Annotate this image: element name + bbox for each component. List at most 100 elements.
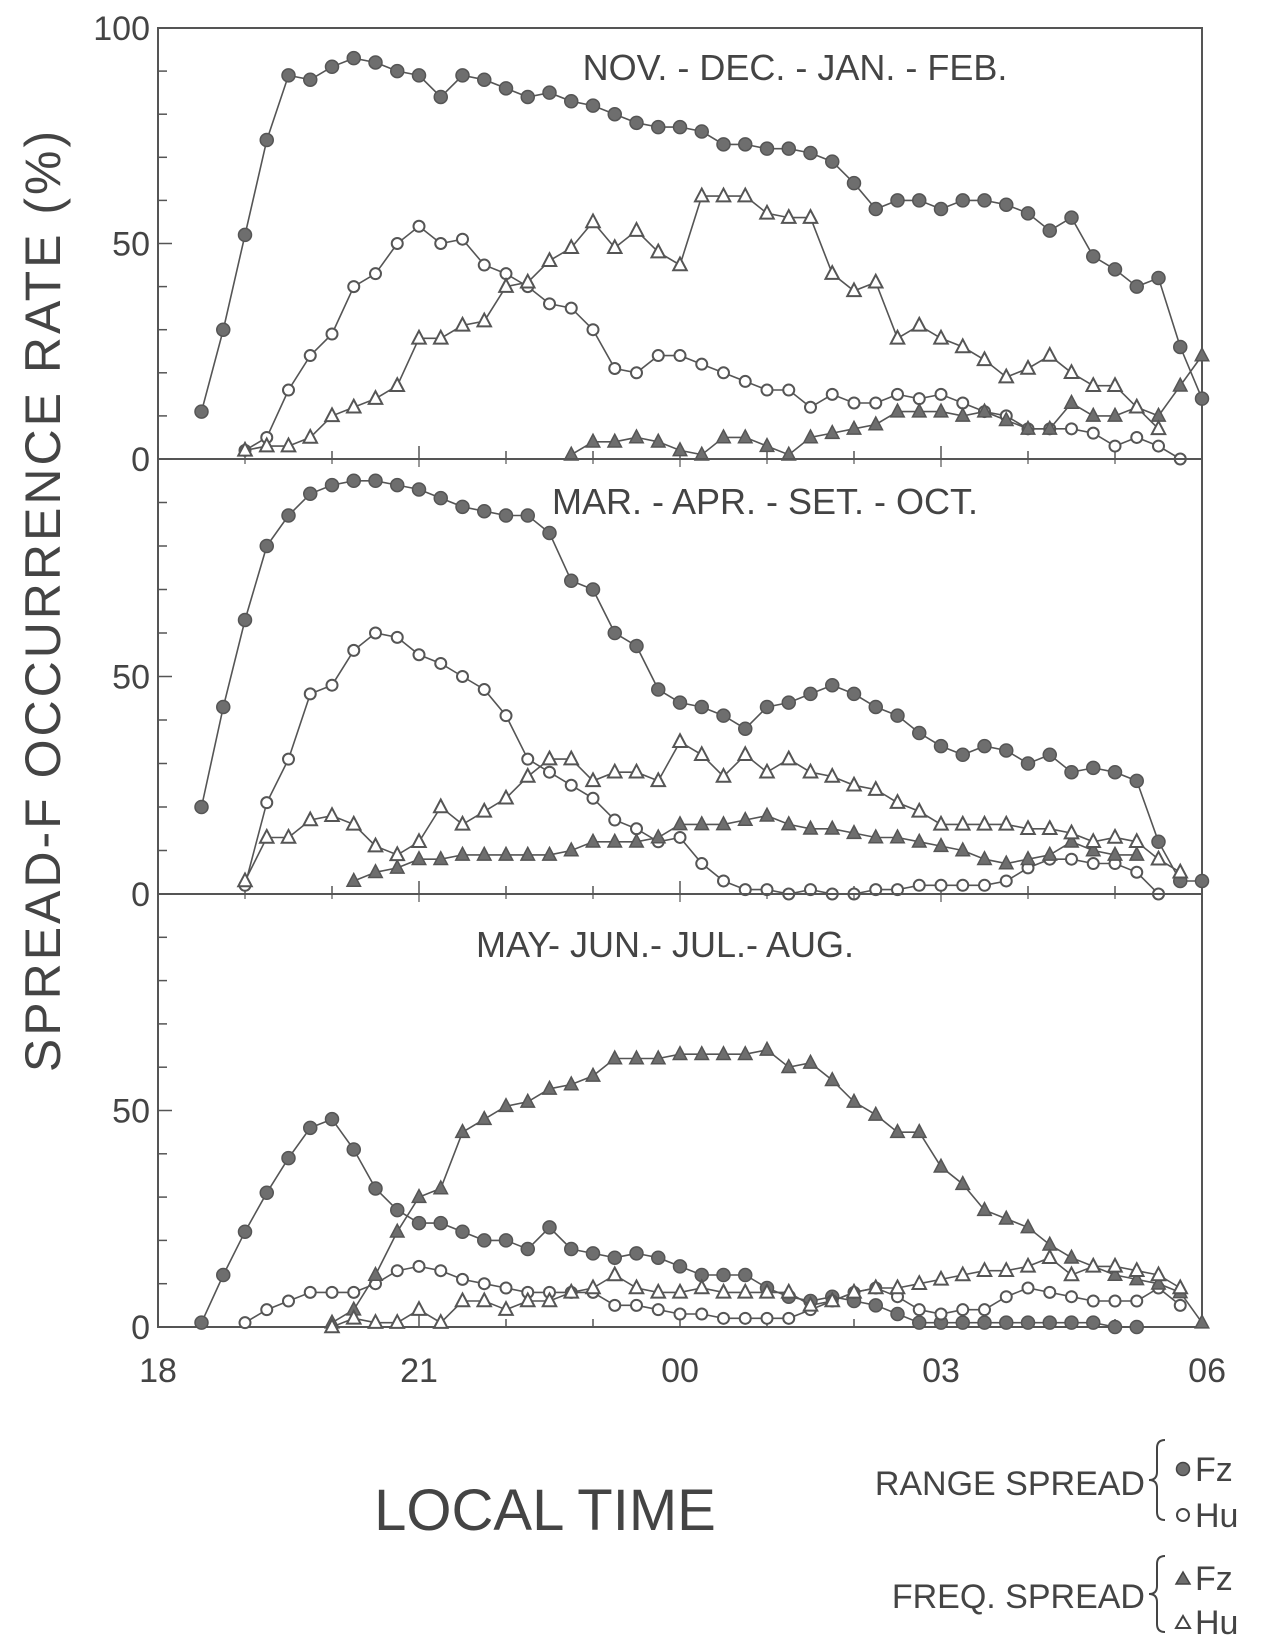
data-point xyxy=(564,778,578,792)
data-point xyxy=(954,841,971,857)
data-point xyxy=(1084,376,1102,392)
data-point xyxy=(802,819,819,835)
data-point xyxy=(303,687,317,701)
data-point xyxy=(434,656,448,670)
data-point xyxy=(456,670,469,683)
data-point xyxy=(1063,363,1080,380)
data-point xyxy=(736,186,754,203)
data-point xyxy=(1020,1218,1036,1234)
data-point xyxy=(1084,1256,1102,1273)
data-point xyxy=(432,1313,450,1329)
data-point xyxy=(1065,852,1078,866)
data-point xyxy=(628,832,645,848)
panel-title: NOV. - DEC. - JAN. - FEB. xyxy=(583,47,1008,88)
series-range-spread-fz xyxy=(194,1111,1144,1335)
data-point xyxy=(367,1265,384,1282)
data-point xyxy=(1128,1261,1146,1277)
data-point xyxy=(389,858,406,874)
data-point xyxy=(585,832,601,848)
data-point xyxy=(432,850,449,866)
y-tick-label: 0 xyxy=(131,876,150,914)
data-point xyxy=(736,1282,754,1299)
data-point xyxy=(890,1306,905,1322)
data-point xyxy=(649,771,667,788)
data-point xyxy=(889,1123,906,1139)
data-point xyxy=(388,845,406,862)
data-point xyxy=(323,806,341,822)
data-point xyxy=(456,1272,469,1286)
data-point xyxy=(823,264,841,280)
data-point xyxy=(367,1313,384,1329)
data-point xyxy=(606,238,624,255)
data-point xyxy=(303,1120,318,1136)
data-point xyxy=(237,1224,253,1239)
data-point xyxy=(845,775,863,792)
data-point xyxy=(759,699,775,715)
data-point xyxy=(584,212,602,229)
data-point xyxy=(1086,426,1100,440)
data-point xyxy=(520,89,535,105)
data-point xyxy=(1106,1256,1124,1273)
data-point xyxy=(1150,849,1167,866)
data-point xyxy=(1130,1294,1144,1308)
data-point xyxy=(410,832,428,849)
data-point xyxy=(282,752,295,766)
data-point xyxy=(520,1241,535,1257)
series-range-spread-fz xyxy=(194,50,1210,419)
data-point xyxy=(542,525,557,541)
data-point xyxy=(390,63,405,79)
data-point xyxy=(323,1317,341,1334)
plot-area: 100 50 0 NOV. - DEC. - JAN. - FEB. 50 0 MAR. -… xyxy=(93,10,1226,1390)
data-point xyxy=(432,328,450,345)
data-point xyxy=(260,1303,274,1317)
data-point xyxy=(650,1049,667,1065)
data-point xyxy=(584,771,602,788)
data-point xyxy=(695,1307,709,1321)
data-point xyxy=(345,871,362,887)
data-point xyxy=(997,814,1015,831)
data-point xyxy=(390,1264,404,1278)
series-line xyxy=(331,1256,1181,1328)
x-tick-label: 03 xyxy=(922,1352,960,1390)
data-point xyxy=(933,837,949,853)
data-point xyxy=(671,1282,689,1299)
data-point xyxy=(606,432,623,448)
data-point xyxy=(1108,439,1122,453)
data-point xyxy=(716,137,731,152)
data-point xyxy=(781,695,796,710)
data-point xyxy=(346,1142,361,1157)
data-point xyxy=(1173,339,1188,355)
y-tick-label: 0 xyxy=(131,1309,150,1347)
data-point xyxy=(216,699,231,715)
data-point xyxy=(608,361,622,375)
data-point xyxy=(738,883,752,897)
legend-freq-spread-label: FREQ. SPREAD xyxy=(892,1578,1145,1616)
data-point xyxy=(715,766,732,783)
data-point xyxy=(477,1277,491,1291)
data-point xyxy=(867,272,885,289)
data-point xyxy=(910,315,928,332)
data-point xyxy=(280,827,297,844)
data-point xyxy=(1084,832,1102,849)
data-point xyxy=(1194,1313,1210,1329)
data-point xyxy=(346,473,361,488)
data-point xyxy=(1063,393,1080,409)
data-point xyxy=(345,397,363,414)
data-point xyxy=(476,845,493,861)
data-point xyxy=(1064,210,1079,225)
data-point xyxy=(956,1303,970,1317)
data-point xyxy=(303,486,318,502)
data-point xyxy=(1086,1294,1100,1308)
data-point xyxy=(976,1200,993,1217)
data-point xyxy=(868,1298,883,1313)
data-point xyxy=(671,732,689,748)
data-point xyxy=(347,643,361,657)
data-point xyxy=(889,328,906,345)
data-point xyxy=(475,1291,493,1308)
data-point xyxy=(977,193,992,208)
data-point xyxy=(1020,756,1036,771)
data-point xyxy=(301,427,319,444)
data-point xyxy=(780,208,798,224)
data-point xyxy=(628,1049,645,1065)
data-point xyxy=(410,328,428,345)
